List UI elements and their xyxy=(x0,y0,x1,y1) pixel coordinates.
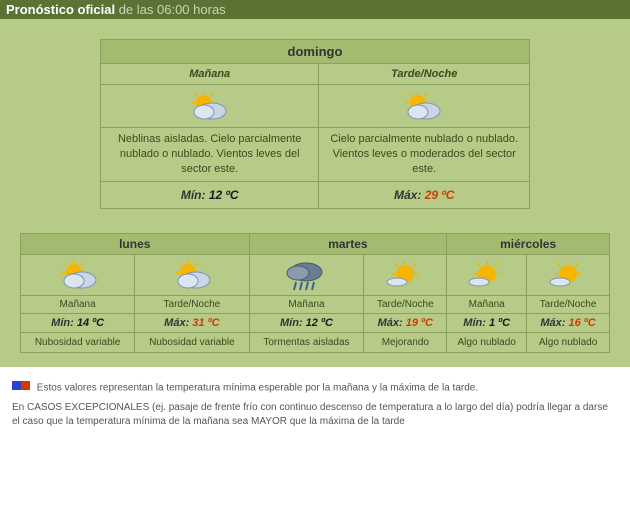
day-period-label: Mañana xyxy=(21,295,135,313)
days-desc-row: Nubosidad variableNubosidad variableTorm… xyxy=(21,332,610,352)
today-table: domingo Mañana Tarde/Noche Neblinas aisl… xyxy=(100,39,530,209)
day-temp: Máx: 16 ºC xyxy=(527,313,610,332)
day-temp: Máx: 31 ºC xyxy=(135,313,249,332)
day-temp: Máx: 19 ºC xyxy=(364,313,447,332)
days-period-row: MañanaTarde/NocheMañanaTarde/NocheMañana… xyxy=(21,295,610,313)
header-title: Pronóstico oficial xyxy=(6,2,115,17)
day-period-label: Tarde/Noche xyxy=(135,295,249,313)
swatch-min-icon xyxy=(12,381,21,390)
day-desc: Nubosidad variable xyxy=(21,332,135,352)
day-desc: Algo nublado xyxy=(527,332,610,352)
days-header-row: lunesmartesmiércoles xyxy=(21,233,610,254)
day-period-label: Mañana xyxy=(447,295,527,313)
today-evening-desc: Cielo parcialmente nublado o nublado. Vi… xyxy=(319,128,530,182)
footer-note2: En CASOS EXCEPCIONALES (ej. pasaje de fr… xyxy=(12,401,618,429)
today-morning-label: Mañana xyxy=(101,64,319,85)
header-bar: Pronóstico oficial de las 06:00 horas xyxy=(0,0,630,19)
today-max: Máx: 29 ºC xyxy=(319,181,530,208)
day-temp: Mín: 12 ºC xyxy=(249,313,364,332)
day-desc: Algo nublado xyxy=(447,332,527,352)
today-evening-label: Tarde/Noche xyxy=(319,64,530,85)
day-header: miércoles xyxy=(447,233,610,254)
day-icon xyxy=(135,254,249,295)
today-evening-icon xyxy=(319,85,530,128)
day-icon xyxy=(364,254,447,295)
legend-swatches xyxy=(12,381,30,395)
day-period-label: Mañana xyxy=(249,295,364,313)
day-header: martes xyxy=(249,233,447,254)
forecast-panel: domingo Mañana Tarde/Noche Neblinas aisl… xyxy=(0,19,630,367)
today-dayname: domingo xyxy=(101,40,530,64)
day-icon xyxy=(21,254,135,295)
day-temp: Mín: 14 ºC xyxy=(21,313,135,332)
day-icon xyxy=(447,254,527,295)
day-desc: Tormentas aisladas xyxy=(249,332,364,352)
header-subtitle: de las 06:00 horas xyxy=(119,2,226,17)
today-morning-desc: Neblinas aisladas. Cielo parcialmente nu… xyxy=(101,128,319,182)
day-temp: Mín: 1 ºC xyxy=(447,313,527,332)
days-icon-row xyxy=(21,254,610,295)
footer: Estos valores representan la temperatura… xyxy=(0,367,630,446)
day-header: lunes xyxy=(21,233,250,254)
day-icon xyxy=(249,254,364,295)
swatch-max-icon xyxy=(21,381,30,390)
day-icon xyxy=(527,254,610,295)
today-morning-icon xyxy=(101,85,319,128)
today-min: Mín: 12 ºC xyxy=(101,181,319,208)
day-period-label: Tarde/Noche xyxy=(364,295,447,313)
days-table: lunesmartesmiércoles MañanaTarde/NocheMa… xyxy=(20,233,610,353)
days-temp-row: Mín: 14 ºCMáx: 31 ºCMín: 12 ºCMáx: 19 ºC… xyxy=(21,313,610,332)
day-desc: Mejorando xyxy=(364,332,447,352)
day-desc: Nubosidad variable xyxy=(135,332,249,352)
day-period-label: Tarde/Noche xyxy=(527,295,610,313)
footer-note1: Estos valores representan la temperatura… xyxy=(12,381,618,396)
